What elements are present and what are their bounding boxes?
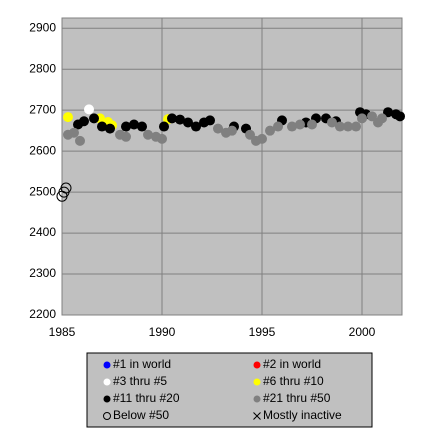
point <box>97 121 107 132</box>
legend-marker <box>253 361 261 369</box>
point <box>357 113 367 124</box>
point <box>183 117 193 128</box>
x-tick-label: 1995 <box>249 325 276 339</box>
point <box>105 123 115 134</box>
point <box>167 113 177 124</box>
legend-label: #2 in world <box>263 357 321 371</box>
point <box>335 121 345 132</box>
legend-label: #21 thru #50 <box>263 391 331 405</box>
point <box>383 107 393 118</box>
point <box>367 111 377 122</box>
point <box>205 115 215 126</box>
legend-label: #11 thru #20 <box>113 391 180 405</box>
y-tick-label: 2800 <box>29 61 56 75</box>
point <box>287 121 297 132</box>
point <box>60 182 72 194</box>
point <box>191 121 201 132</box>
legend-label: Below #50 <box>113 408 169 422</box>
legend-marker <box>103 412 111 420</box>
y-tick-label: 2500 <box>29 184 56 198</box>
legend-box <box>86 352 373 428</box>
point <box>63 112 73 123</box>
point <box>159 121 169 132</box>
point <box>377 113 387 124</box>
point <box>143 129 153 140</box>
legend-marker <box>253 395 261 403</box>
point <box>227 125 237 136</box>
y-tick-label: 2200 <box>29 307 56 321</box>
point <box>351 121 361 132</box>
point <box>395 111 405 122</box>
point <box>257 133 267 144</box>
point <box>295 119 305 130</box>
point <box>327 117 337 128</box>
point <box>273 121 283 132</box>
legend-marker <box>103 378 111 386</box>
y-tick-label: 2900 <box>29 20 56 34</box>
x-tick-label: 1985 <box>49 325 76 339</box>
point <box>79 116 89 127</box>
plot-area <box>61 17 403 316</box>
point <box>84 104 94 115</box>
legend-marker <box>103 395 111 403</box>
legend-marker <box>103 361 111 369</box>
y-tick-label: 2600 <box>29 143 56 157</box>
point <box>75 135 85 146</box>
legend-label: #1 in world <box>113 357 171 371</box>
point <box>121 131 131 142</box>
point <box>307 119 317 130</box>
x-tick-label: 2000 <box>349 325 376 339</box>
point <box>129 119 139 130</box>
point <box>213 123 223 134</box>
point <box>137 121 147 132</box>
y-tick-label: 2700 <box>29 102 56 116</box>
point <box>175 114 185 125</box>
point <box>121 121 131 132</box>
y-tick-label: 2400 <box>29 225 56 239</box>
x-tick-label: 1990 <box>149 325 176 339</box>
legend-label: #3 thru #5 <box>113 374 167 388</box>
point <box>69 127 79 138</box>
point <box>157 133 167 144</box>
y-tick-label: 2300 <box>29 266 56 280</box>
legend-marker <box>253 378 261 386</box>
point <box>343 121 353 132</box>
legend-label: Mostly inactive <box>263 408 342 422</box>
legend-marker <box>253 412 261 420</box>
point <box>245 129 255 140</box>
legend-label: #6 thru #10 <box>263 374 324 388</box>
point <box>265 125 275 136</box>
point <box>89 113 99 124</box>
